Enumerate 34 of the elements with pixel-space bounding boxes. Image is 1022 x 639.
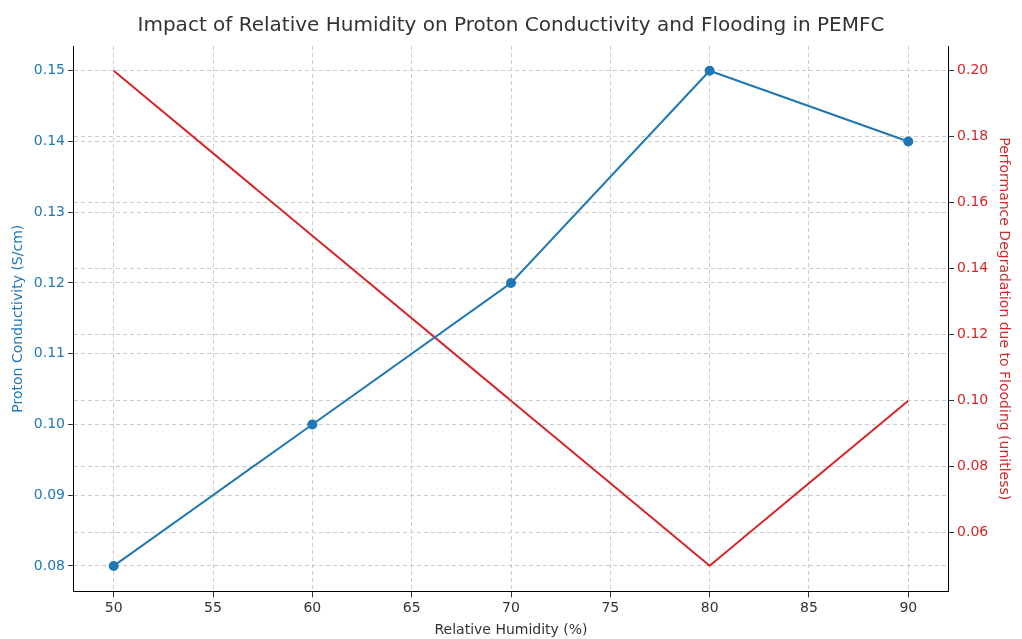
y-tick-label: 0.09 (33, 485, 65, 502)
point (108, 560, 119, 571)
y2-tick-label: 0.14 (957, 259, 989, 276)
y2-axis-title: Performance Degradation due to Flooding (unitless) (996, 137, 1013, 501)
x-axis-title: Relative Humidity (%) (434, 621, 588, 638)
y2-tick-label: 0.10 (957, 391, 989, 408)
y2-tick-label: 0.20 (957, 61, 989, 78)
y-tick-label: 0.15 (33, 61, 65, 78)
y2-tick-label: 0.06 (957, 523, 989, 540)
x-tick-label: 80 (700, 599, 719, 616)
y-tick-label: 0.08 (33, 556, 65, 573)
y-tick-label: 0.14 (33, 132, 66, 149)
point (704, 65, 715, 76)
y-tick-label: 0.12 (33, 273, 65, 290)
y2-tick-label: 0.16 (957, 193, 989, 210)
y2-tick-label: 0.18 (957, 127, 989, 144)
x-tick-label: 55 (204, 599, 222, 616)
x-tick-label: 50 (104, 599, 123, 616)
point (506, 277, 516, 288)
point (903, 136, 914, 147)
y-tick-label: 0.11 (33, 344, 65, 361)
y-axis-title: Proton Conductivity (S/cm) (9, 224, 26, 413)
x-tick-label: 65 (402, 599, 421, 616)
chart-title: Impact of Relative Humidity on Proton Conductivity and Flooding in PEMFC (137, 12, 885, 37)
x-tick-label: 90 (899, 599, 918, 616)
x-tick-label: 70 (502, 599, 520, 616)
point (307, 419, 318, 430)
y2-tick-label: 0.08 (957, 457, 989, 474)
x-tick-label: 85 (800, 599, 818, 616)
x-tick-label: 75 (601, 599, 620, 616)
y-tick-label: 0.10 (33, 415, 65, 432)
y-tick-label: 0.13 (33, 202, 65, 219)
y2-tick-label: 0.12 (957, 325, 989, 342)
x-tick-label: 60 (303, 599, 322, 616)
